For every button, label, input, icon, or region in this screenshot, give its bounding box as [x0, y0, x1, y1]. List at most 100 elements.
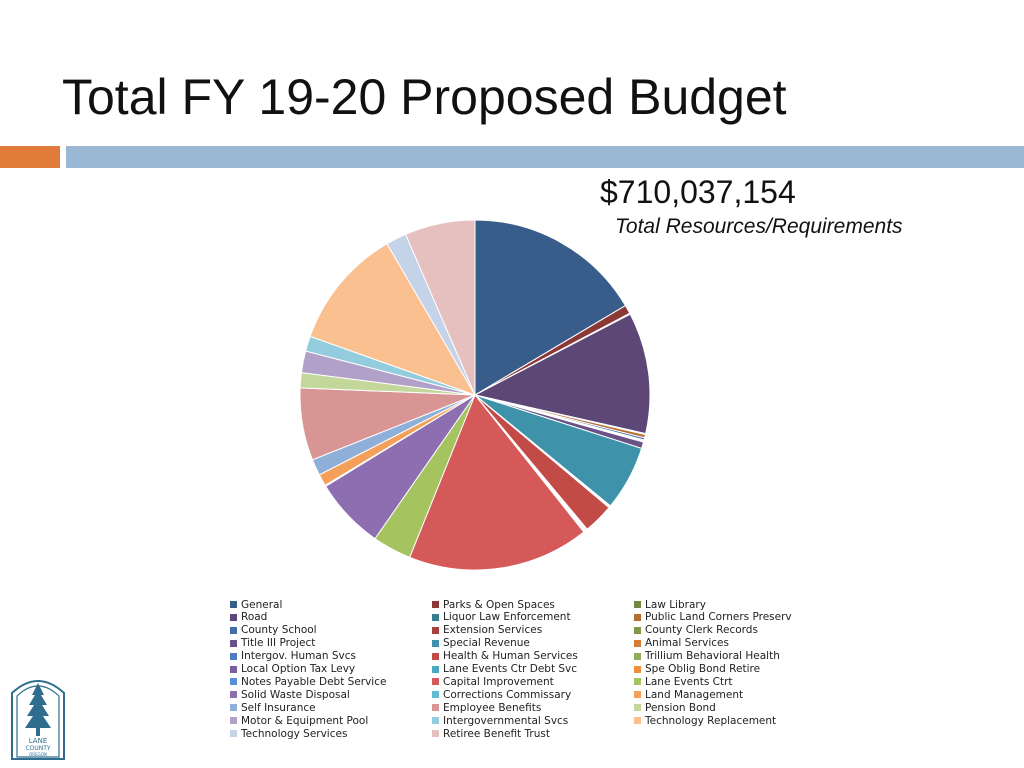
legend-swatch: [432, 665, 439, 673]
accent-bar-orange: [0, 146, 60, 168]
legend-label: Retiree Benefit Trust: [443, 727, 550, 740]
legend-label: Liquor Law Enforcement: [443, 611, 571, 624]
legend-swatch: [230, 704, 237, 712]
legend-label: Law Library: [645, 598, 706, 611]
legend-label: Motor & Equipment Pool: [241, 714, 369, 727]
legend-item-general: General: [230, 598, 282, 611]
legend-label: Solid Waste Disposal: [241, 688, 350, 701]
legend-swatch: [230, 639, 237, 647]
accent-bar-blue: [66, 146, 1024, 168]
legend-swatch: [230, 626, 237, 634]
legend-item-retiree-benefit-trust: Retiree Benefit Trust: [432, 727, 550, 740]
legend-item-spe-oblig-bond-retire: Spe Oblig Bond Retire: [634, 663, 760, 676]
logo-text-county: COUNTY: [25, 745, 50, 752]
legend-swatch: [230, 652, 237, 660]
legend-swatch: [230, 678, 237, 686]
legend-swatch: [634, 613, 641, 621]
legend-item-animal-services: Animal Services: [634, 637, 729, 650]
legend-swatch: [432, 652, 439, 660]
legend-label: County Clerk Records: [645, 624, 758, 637]
legend-swatch: [634, 691, 641, 699]
legend-item-lane-events-ctr-debt-svc: Lane Events Ctr Debt Svc: [432, 663, 577, 676]
legend-swatch: [634, 717, 641, 725]
legend-swatch: [634, 639, 641, 647]
legend-label: Technology Services: [241, 727, 348, 740]
pie-slice-road: [473, 313, 651, 435]
legend-swatch: [432, 613, 439, 621]
legend-item-land-management: Land Management: [634, 688, 743, 701]
legend-label: Technology Replacement: [645, 714, 777, 727]
legend-swatch: [432, 626, 439, 634]
legend-label: Land Management: [645, 688, 744, 701]
legend-item-road: Road: [230, 611, 267, 624]
legend-item-county-clerk-records: County Clerk Records: [634, 624, 758, 637]
legend-swatch: [432, 691, 439, 699]
legend-label: Employee Benefits: [443, 701, 542, 714]
legend-item-self-insurance: Self Insurance: [230, 701, 316, 714]
legend-swatch: [634, 652, 641, 660]
legend-swatch: [634, 626, 641, 634]
legend-swatch: [634, 704, 641, 712]
legend-label: Animal Services: [645, 637, 729, 650]
total-caption: Total Resources/Requirements: [615, 215, 903, 238]
pie-slice-technology-replacement: [309, 243, 477, 396]
legend-item-title-iii-project: Title III Project: [230, 637, 315, 650]
legend-item-extension-services: Extension Services: [432, 624, 542, 637]
legend-swatch: [230, 601, 237, 608]
legend-label: Pension Bond: [645, 701, 716, 714]
legend-label: Title III Project: [241, 637, 316, 650]
legend-item-technology-services: Technology Services: [230, 727, 347, 740]
legend-label: General: [241, 598, 283, 611]
legend-item-public-land-corners-preserv: Public Land Corners Preserv: [634, 611, 792, 624]
logo-text-lane: LANE: [29, 737, 48, 745]
legend-label: Capital Improvement: [443, 675, 554, 688]
legend-item-capital-improvement: Capital Improvement: [432, 675, 554, 688]
legend-swatch: [230, 730, 237, 737]
legend-swatch: [230, 613, 237, 621]
pie-slice-capital-improvement: [409, 394, 585, 571]
legend-item-intergovernmental-svcs: Intergovernmental Svcs: [432, 714, 568, 727]
legend-swatch: [634, 601, 641, 608]
legend-swatch: [230, 717, 237, 725]
legend-label: Local Option Tax Levy: [241, 663, 356, 675]
legend-swatch: [634, 678, 641, 686]
legend-label: Lane Events Ctrt: [645, 675, 733, 688]
legend-label: Intergov. Human Svcs: [241, 650, 356, 663]
legend-swatch: [432, 639, 439, 647]
legend-label: Spe Oblig Bond Retire: [645, 663, 761, 675]
legend-swatch: [432, 601, 439, 608]
legend-label: Parks & Open Spaces: [443, 598, 555, 611]
legend-item-parks-open-spaces: Parks & Open Spaces: [432, 598, 555, 611]
legend-item-pension-bond: Pension Bond: [634, 701, 716, 714]
legend-swatch: [230, 665, 237, 673]
legend-label: Corrections Commissary: [443, 688, 572, 701]
legend-swatch: [432, 730, 439, 737]
legend-swatch: [230, 691, 237, 699]
legend-item-health-human-services: Health & Human Services: [432, 650, 578, 663]
legend-item-employee-benefits: Employee Benefits: [432, 701, 541, 714]
legend-item-trillium-behavioral-health: Trillium Behavioral Health: [634, 650, 780, 663]
legend-item-technology-replacement: Technology Replacement: [634, 714, 776, 727]
legend-swatch: [634, 665, 641, 673]
legend-item-motor-equipment-pool: Motor & Equipment Pool: [230, 714, 368, 727]
legend-item-local-option-tax-levy: Local Option Tax Levy: [230, 663, 355, 676]
budget-pie-chart: [299, 219, 651, 571]
lane-county-logo: LANE COUNTY OREGON: [11, 680, 65, 760]
legend-item-corrections-commissary: Corrections Commissary: [432, 688, 571, 701]
slide-title: Total FY 19-20 Proposed Budget: [62, 69, 787, 125]
legend-label: Trillium Behavioral Health: [645, 650, 780, 663]
legend-label: Road: [241, 611, 268, 624]
legend-label: Public Land Corners Preserv: [645, 611, 792, 624]
legend-item-intergov-human-svcs: Intergov. Human Svcs: [230, 650, 356, 663]
legend-label: Notes Payable Debt Service: [241, 675, 387, 688]
legend-label: Extension Services: [443, 624, 543, 637]
legend-label: County School: [241, 624, 317, 637]
legend-item-notes-payable-debt-service: Notes Payable Debt Service: [230, 675, 386, 688]
logo-text-oregon: OREGON: [29, 752, 47, 757]
pie-slice-retiree-benefit-trust: [404, 219, 476, 396]
legend-item-solid-waste-disposal: Solid Waste Disposal: [230, 688, 350, 701]
pie-slice-general: [474, 219, 627, 396]
legend-swatch: [432, 717, 439, 725]
legend-label: Lane Events Ctr Debt Svc: [443, 663, 578, 675]
legend-label: Special Revenue: [443, 637, 530, 650]
